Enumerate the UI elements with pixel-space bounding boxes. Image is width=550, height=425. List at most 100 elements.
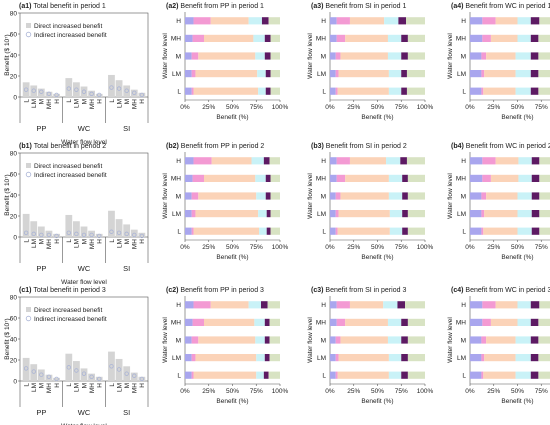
x-category-label: LM: [116, 383, 123, 392]
bar-segment: [538, 354, 550, 362]
x-tick-label: 25%: [202, 244, 215, 251]
chart-b3: (b3) Benefit from SI in period 2 0% 25% 50%…: [307, 143, 434, 261]
chart-c4: (c4) Benefit from WC in period 3 0% 25% 50%…: [447, 287, 550, 405]
bar-segment: [386, 157, 401, 165]
bar-segment: [335, 227, 338, 235]
bar-segment: [270, 87, 280, 95]
bar-segment: [255, 52, 265, 60]
bar-direct: [22, 82, 30, 97]
bar-segment: [538, 336, 550, 344]
group-label: PP: [36, 264, 46, 273]
bar-segment: [530, 371, 539, 379]
bar-segment: [387, 34, 402, 42]
bar-segment: [253, 34, 265, 42]
x-category-label: M: [81, 99, 88, 104]
plot-frame: [19, 12, 149, 98]
bar-segment: [517, 17, 531, 25]
marker-indirect: [74, 87, 79, 92]
marker-indirect: [139, 233, 145, 239]
bar-direct: [95, 233, 103, 237]
bar-segment: [470, 157, 483, 165]
bar-segment: [335, 192, 341, 200]
bar-segment: [264, 318, 270, 326]
x-tick-label: 25%: [347, 104, 360, 111]
y-category-label: MH: [171, 320, 181, 327]
y-category-label: L: [177, 373, 181, 380]
bar-segment: [407, 354, 425, 362]
bar-segment: [185, 17, 194, 25]
bar-direct: [138, 232, 146, 237]
bar-direct: [88, 373, 95, 381]
x-axis-label: Water flow level: [61, 279, 107, 286]
y-category-label: H: [176, 302, 181, 309]
bar-segment: [484, 354, 516, 362]
group-label: WC: [78, 264, 91, 273]
x-category-label: M: [81, 383, 88, 388]
x-category-label: L: [109, 383, 116, 387]
panel-title: (b4) Benefit from WC in period 2: [451, 143, 550, 150]
bar-segment: [482, 157, 496, 165]
y-tick-label: 60: [10, 171, 18, 178]
marker-indirect: [46, 91, 52, 97]
x-category-label: M: [81, 239, 88, 244]
x-category-label: MH: [132, 239, 139, 249]
marker-indirect: [81, 371, 87, 376]
chart-a3: (a3) Benefit from SI in period 1 0% 25% 50%…: [307, 3, 434, 121]
legend-label-indirect: Indirect increased benefit: [34, 172, 107, 179]
bar-segment: [470, 192, 482, 200]
bar-segment: [530, 87, 539, 95]
bar-segment: [539, 210, 550, 218]
panel-title: (c3) Benefit from SI in period 3: [311, 287, 406, 294]
bar-segment: [337, 371, 389, 379]
bar-segment: [470, 227, 482, 235]
y-category-label: MH: [171, 36, 181, 43]
bar-segment: [389, 227, 403, 235]
x-axis-label: Benefit (%): [361, 254, 393, 261]
bar-segment: [349, 301, 384, 309]
bar-segment: [407, 192, 425, 200]
marker-indirect: [109, 364, 114, 369]
y-category-label: L: [177, 89, 181, 96]
y-tick-label: 20: [10, 73, 18, 80]
x-category-label: M: [39, 383, 46, 388]
x-tick-label: 75%: [535, 388, 548, 395]
bar-direct: [37, 88, 45, 97]
bar-segment: [406, 70, 425, 78]
bar-segment: [517, 227, 532, 235]
marker-indirect: [46, 232, 52, 238]
bar-segment: [401, 318, 408, 326]
bar-segment: [330, 336, 336, 344]
y-category-label: H: [461, 158, 466, 165]
group-label: WC: [78, 124, 91, 133]
bar-segment: [185, 34, 193, 42]
bar-segment: [248, 17, 262, 25]
bar-segment: [470, 301, 483, 309]
marker-indirect: [23, 230, 29, 235]
bar-segment: [530, 17, 540, 25]
bar-segment: [530, 34, 539, 42]
y-category-label: M: [461, 337, 466, 344]
y-axis-label: Water flow level: [307, 33, 314, 79]
bar-segment: [490, 34, 518, 42]
y-tick-label: 40: [10, 336, 18, 343]
bar-direct: [115, 219, 123, 237]
y-category-label: LM: [317, 355, 326, 362]
y-category-label: M: [176, 337, 181, 344]
marker-indirect: [116, 86, 122, 91]
panel-title: (b3) Benefit from SI in period 2: [311, 143, 407, 150]
x-tick-label: 50%: [226, 388, 239, 395]
x-category-label: M: [124, 239, 131, 244]
bar-segment: [481, 87, 484, 95]
marker-indirect: [66, 86, 71, 91]
bar-segment: [193, 371, 257, 379]
bar-segment: [539, 17, 550, 25]
bar-segment: [531, 174, 540, 182]
marker-indirect: [124, 231, 129, 237]
bar-segment: [270, 174, 280, 182]
bar-segment: [270, 70, 280, 78]
bar-direct: [130, 372, 138, 381]
x-axis-label: Benefit (%): [216, 398, 248, 405]
bar-segment: [531, 192, 540, 200]
x-tick-label: 75%: [250, 244, 263, 251]
bar-segment: [345, 34, 388, 42]
